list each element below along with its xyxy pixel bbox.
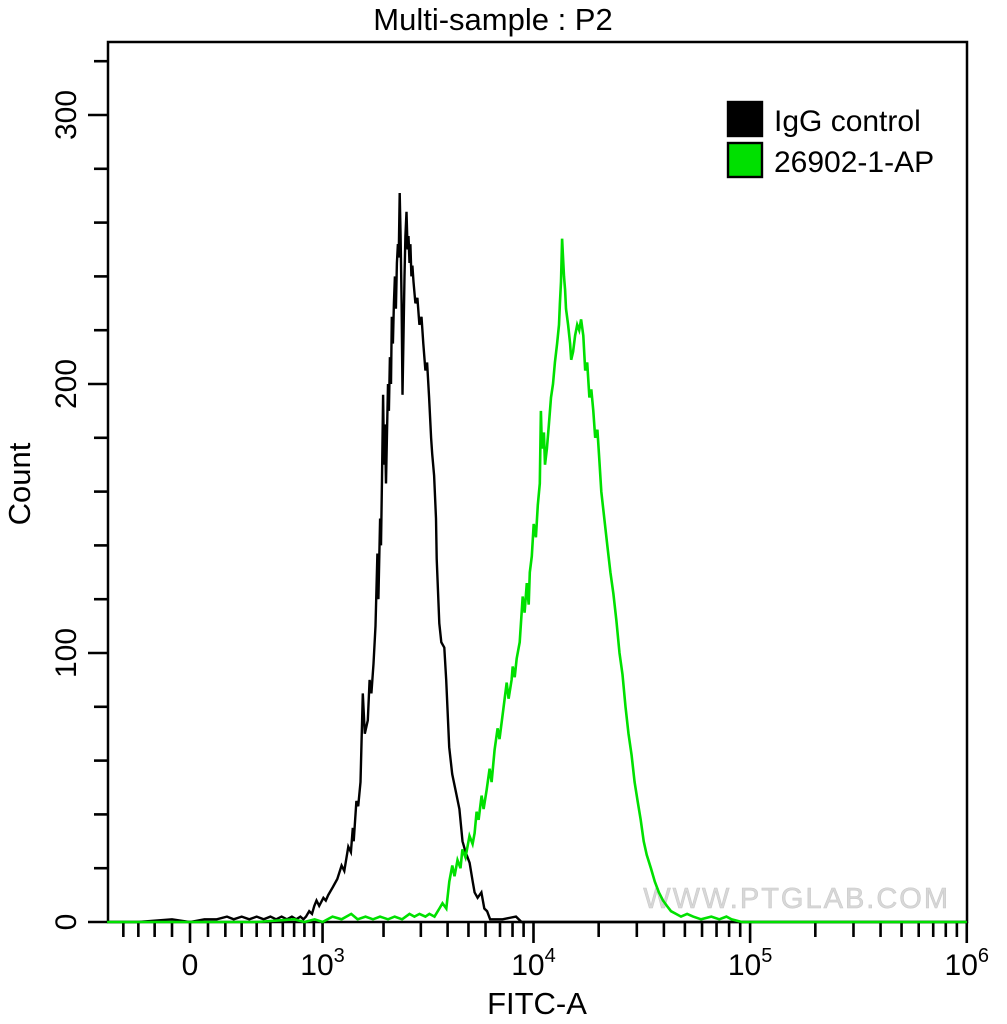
legend-swatch-antibody xyxy=(726,141,764,179)
chart-title: Multi-sample : P2 xyxy=(373,2,612,37)
y-tick-label: 300 xyxy=(50,90,83,140)
legend-label-antibody: 26902-1-AP xyxy=(774,146,934,179)
x-tick-label: 104 xyxy=(511,945,556,982)
x-tick-label: 0 xyxy=(182,949,199,982)
watermark: WWW.PTGLAB.COM xyxy=(643,883,950,915)
legend-swatch-igg-control xyxy=(726,100,764,138)
x-axis-ticks: 0 103 104 105 106 xyxy=(122,922,990,982)
svg-text:300: 300 xyxy=(50,90,83,140)
svg-text:100: 100 xyxy=(50,628,83,678)
y-tick-label: 0 xyxy=(50,914,83,931)
legend-label-igg-control: IgG control xyxy=(774,105,921,138)
legend: IgG control 26902-1-AP xyxy=(726,100,934,179)
x-axis-label: FITC-A xyxy=(487,986,587,1021)
x-tick-label: 105 xyxy=(728,945,773,982)
svg-text:0: 0 xyxy=(50,914,83,931)
svg-text:200: 200 xyxy=(50,359,83,409)
y-tick-label: 100 xyxy=(50,628,83,678)
y-axis-label: Count xyxy=(2,442,37,525)
y-tick-label: 200 xyxy=(50,359,83,409)
y-axis-ticks: 0 100 200 300 xyxy=(50,59,108,931)
igg-control-curve xyxy=(107,192,967,924)
x-tick-label: 103 xyxy=(300,945,345,982)
antibody-26902-1-ap-curve xyxy=(107,238,967,924)
x-tick-label: 106 xyxy=(945,945,990,982)
